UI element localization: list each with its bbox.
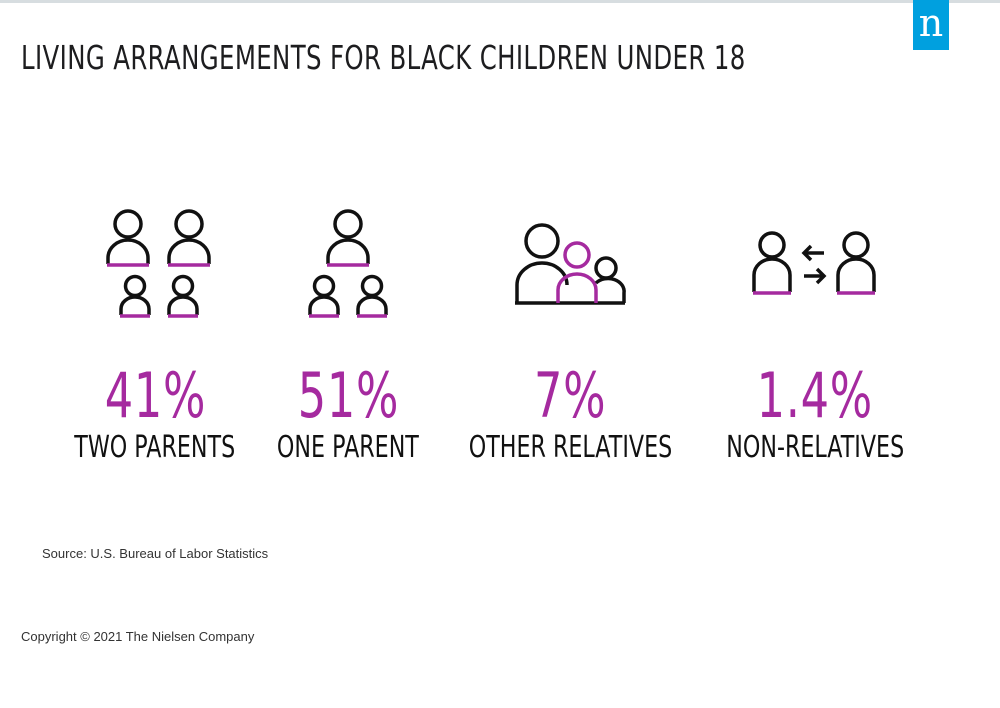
one-parent-icon (308, 209, 388, 318)
other-relatives-icon (515, 223, 626, 305)
non-relatives-icon (752, 231, 876, 295)
stat-other-relatives: 7% OTHER RELATIVES (450, 195, 690, 465)
stat-label: ONE PARENT (277, 430, 419, 465)
copyright-note: Copyright © 2021 The Nielsen Company (21, 629, 255, 644)
nielsen-logo: n (913, 0, 949, 50)
stat-value: 51% (297, 359, 399, 432)
stat-non-relatives: 1.4% NON-RELATIVES (695, 195, 935, 465)
two-parents-icon (106, 209, 211, 318)
top-rule (0, 0, 1000, 3)
source-note: Source: U.S. Bureau of Labor Statistics (42, 546, 269, 561)
stat-label: NON-RELATIVES (726, 430, 904, 465)
stat-two-parents: 41% TWO PARENTS (35, 195, 275, 465)
stat-one-parent: 51% ONE PARENT (228, 195, 468, 465)
stat-value: 41% (104, 359, 206, 432)
stat-value: 1.4% (756, 359, 874, 432)
stat-label: OTHER RELATIVES (468, 430, 672, 465)
stat-label: TWO PARENTS (74, 430, 236, 465)
stat-value: 7% (533, 359, 607, 432)
chart-title: LIVING ARRANGEMENTS FOR BLACK CHILDREN U… (21, 38, 746, 77)
